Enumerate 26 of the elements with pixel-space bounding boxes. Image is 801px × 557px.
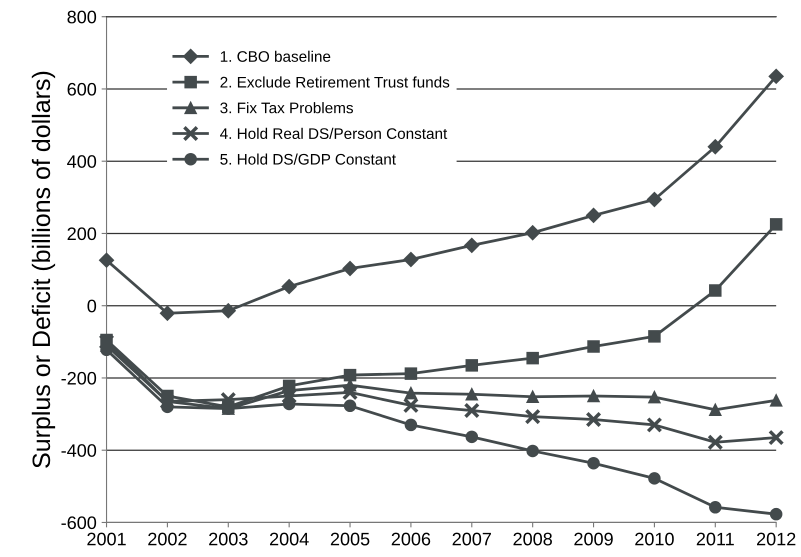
- x-tick-label: 2009: [574, 532, 613, 546]
- y-tick-label: 0: [87, 300, 96, 312]
- y-tick-label: 200: [68, 227, 96, 240]
- legend-label: 1. CBO baseline: [220, 50, 330, 62]
- y-tick-label: -400: [61, 444, 96, 457]
- x-tick-label: 2006: [392, 532, 430, 546]
- x-tick-label: 2010: [635, 532, 674, 546]
- x-tick-label: 2003: [209, 532, 248, 546]
- x-tick-label: 2005: [330, 532, 370, 546]
- y-axis-title: Surplus or Deficit (billions of dollars): [32, 72, 56, 468]
- x-tick-label: 2001: [87, 532, 126, 546]
- x-tick-label: 2012: [756, 532, 796, 546]
- legend-label: 5. Hold DS/GDP Constant: [220, 153, 396, 165]
- x-tick-label: 2008: [513, 532, 552, 546]
- x-tick-label: 2004: [270, 532, 309, 546]
- y-tick-label: -200: [61, 372, 96, 385]
- legend-label: 2. Exclude Retirement Trust funds: [220, 76, 450, 88]
- x-tick-label: 2002: [148, 532, 187, 546]
- x-tick-label: 2011: [696, 532, 734, 546]
- legend-label: 4. Hold Real DS/Person Constant: [220, 128, 448, 140]
- y-tick-label: -600: [61, 516, 96, 530]
- y-tick-label: 800: [67, 10, 96, 24]
- x-tick-label: 2007: [452, 532, 491, 546]
- y-tick-label: 600: [68, 82, 96, 96]
- legend-label: 3. Fix Tax Problems: [220, 102, 354, 114]
- y-tick-label: 400: [67, 155, 96, 168]
